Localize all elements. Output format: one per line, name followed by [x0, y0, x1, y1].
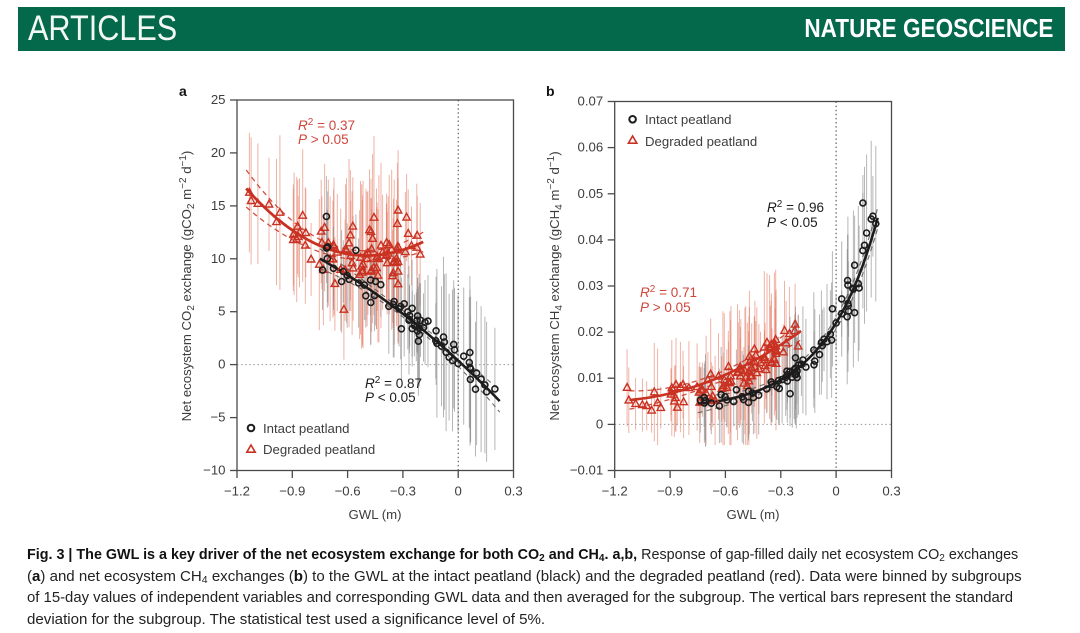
svg-text:0.06: 0.06 [578, 140, 604, 155]
svg-text:Intact peatland: Intact peatland [645, 112, 732, 127]
svg-text:R2 = 0.37: R2 = 0.37 [298, 117, 355, 133]
svg-text:0.07: 0.07 [578, 94, 604, 109]
svg-text:−1.2: −1.2 [224, 484, 250, 499]
svg-text:P < 0.05: P < 0.05 [365, 390, 416, 405]
svg-text:−0.3: −0.3 [390, 484, 416, 499]
svg-text:0.02: 0.02 [578, 324, 604, 339]
svg-text:−0.9: −0.9 [657, 484, 683, 499]
svg-text:−0.6: −0.6 [335, 484, 361, 499]
svg-text:P < 0.05: P < 0.05 [767, 215, 818, 230]
svg-text:25: 25 [211, 92, 226, 107]
svg-text:15: 15 [211, 198, 226, 213]
svg-text:Degraded peatland: Degraded peatland [645, 134, 757, 149]
svg-text:a: a [179, 83, 187, 99]
svg-text:0.03: 0.03 [578, 278, 604, 293]
svg-text:R2 = 0.87: R2 = 0.87 [365, 375, 422, 391]
svg-text:0: 0 [455, 484, 462, 499]
svg-text:−0.01: −0.01 [570, 463, 603, 478]
svg-text:b: b [546, 83, 555, 99]
svg-text:Degraded peatland: Degraded peatland [263, 442, 375, 457]
svg-text:−0.9: −0.9 [279, 484, 305, 499]
svg-text:10: 10 [211, 251, 226, 266]
svg-text:0.04: 0.04 [578, 232, 604, 247]
svg-text:R2 = 0.71: R2 = 0.71 [640, 284, 697, 300]
svg-text:0: 0 [596, 416, 603, 431]
svg-text:0.3: 0.3 [882, 484, 900, 499]
svg-text:−10: −10 [203, 463, 225, 478]
svg-text:−0.6: −0.6 [712, 484, 738, 499]
svg-text:0.01: 0.01 [578, 370, 604, 385]
svg-text:Net ecosystem CO2​ exchange (g: Net ecosystem CO2​ exchange (gCO2​ m−2​ … [178, 151, 197, 422]
svg-text:Intact peatland: Intact peatland [263, 421, 350, 436]
svg-text:5: 5 [218, 304, 225, 319]
svg-text:GWL (m): GWL (m) [349, 507, 402, 522]
svg-text:−1.2: −1.2 [602, 484, 628, 499]
svg-text:0: 0 [832, 484, 839, 499]
svg-text:R2 = 0.96: R2 = 0.96 [767, 199, 824, 215]
svg-text:P > 0.05: P > 0.05 [640, 300, 691, 315]
svg-text:20: 20 [211, 145, 226, 160]
svg-text:−5: −5 [210, 410, 225, 425]
svg-text:0.05: 0.05 [578, 186, 604, 201]
svg-text:0: 0 [218, 357, 225, 372]
svg-text:P > 0.05: P > 0.05 [298, 132, 349, 147]
svg-text:GWL (m): GWL (m) [727, 507, 780, 522]
svg-text:0.3: 0.3 [504, 484, 522, 499]
svg-text:Net ecosystem CH4​ exchange (g: Net ecosystem CH4​ exchange (gCH4​ m−2​ … [546, 151, 565, 420]
svg-text:−0.3: −0.3 [768, 484, 794, 499]
